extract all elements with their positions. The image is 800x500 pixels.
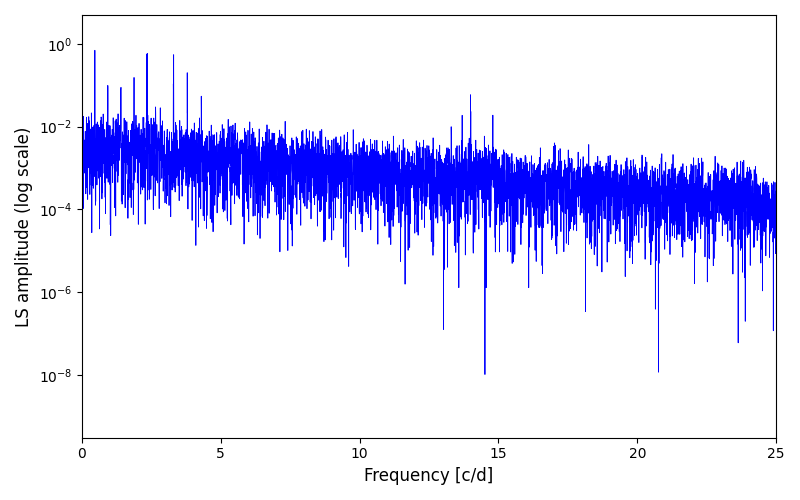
X-axis label: Frequency [c/d]: Frequency [c/d] bbox=[364, 467, 494, 485]
Y-axis label: LS amplitude (log scale): LS amplitude (log scale) bbox=[15, 126, 33, 326]
